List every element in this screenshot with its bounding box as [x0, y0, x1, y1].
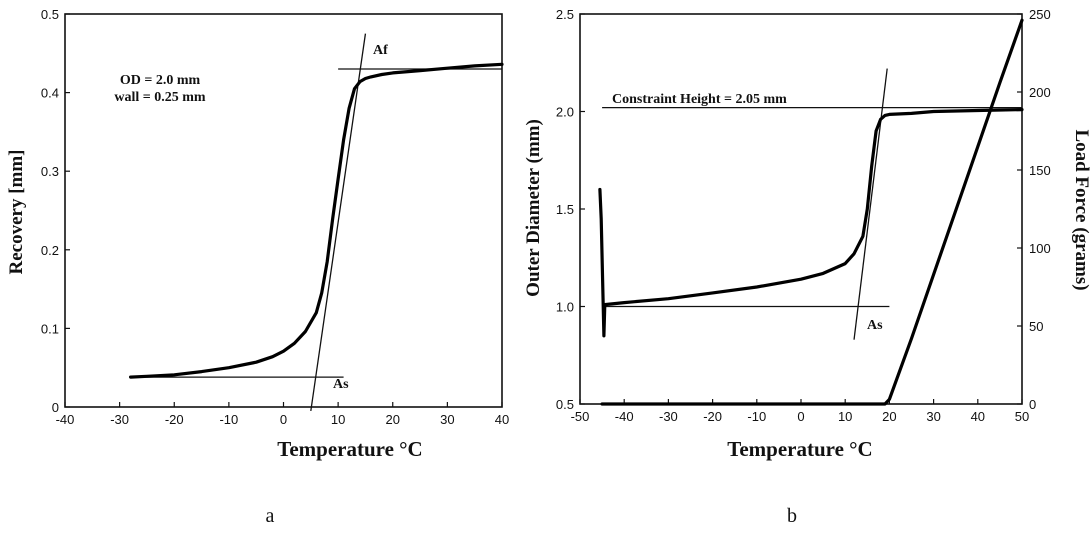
- chart-a-reference-line: [310, 33, 367, 412]
- chart-b-x-tick-label: 50: [1015, 409, 1029, 424]
- chart-b-y-tick-label: 1.5: [556, 202, 574, 217]
- chart-b-reference-line: [853, 68, 888, 340]
- chart-a-y-axis-label: Recovery [mm]: [6, 149, 27, 274]
- chart-a-x-ticks: -40 -30 -20 -10 0 10 20 30 40: [56, 402, 509, 427]
- chart-a-x-tick-label: 0: [280, 412, 287, 427]
- chart-b-x-tick-label: -30: [659, 409, 678, 424]
- chart-b-x-tick-label: 20: [882, 409, 896, 424]
- chart-b-y-tick-label: 0.5: [556, 397, 574, 412]
- chart-b-right-y-ticks: 0 50 100 150 200 250: [1017, 7, 1051, 412]
- chart-b-x-tick-label: -20: [703, 409, 722, 424]
- chart-a-x-tick-label: -10: [219, 412, 238, 427]
- chart-a-y-tick-label: 0.4: [41, 86, 59, 101]
- chart-a-x-tick-label: 30: [440, 412, 454, 427]
- chart-b-y-ticks: 0.5 1.0 1.5 2.0 2.5: [556, 7, 585, 412]
- chart-b-right-y-tick-label: 250: [1029, 7, 1051, 22]
- chart-a-panel-label: a: [266, 505, 275, 527]
- chart-b-x-tick-label: -50: [571, 409, 590, 424]
- chart-b-right-y-tick-label: 50: [1029, 319, 1043, 334]
- chart-b-right-y-tick-label: 150: [1029, 163, 1051, 178]
- chart-b-reference-lines: [602, 68, 1022, 340]
- chart-b-x-tick-label: 10: [838, 409, 852, 424]
- chart-a-x-tick-label: 40: [495, 412, 509, 427]
- chart-a-annotation-od: OD = 2.0 mm: [120, 73, 201, 88]
- chart-b-x-ticks: -50 -40 -30 -20 -10 0 10 20 30 40 50: [571, 399, 1029, 424]
- chart-b-right-y-tick-label: 100: [1029, 241, 1051, 256]
- chart-a-y-tick-label: 0.1: [41, 321, 59, 336]
- chart-a-annotation-af: Af: [373, 43, 388, 58]
- chart-b-x-tick-label: -10: [747, 409, 766, 424]
- chart-a-y-ticks: 0 0.1 0.2 0.3 0.4 0.5: [41, 7, 70, 415]
- chart-b-annotation-as: As: [867, 318, 883, 333]
- chart-b-panel-label: b: [787, 505, 797, 527]
- chart-b-x-tick-label: 0: [797, 409, 804, 424]
- chart-a-y-tick-label: 0: [52, 400, 59, 415]
- chart-b-y-tick-label: 2.0: [556, 105, 574, 120]
- chart-a-x-tick-label: -30: [110, 412, 129, 427]
- chart-a-x-axis-label: Temperature °C: [277, 437, 422, 461]
- chart-a-y-tick-label: 0.5: [41, 7, 59, 22]
- chart-b-annotation-constraint: Constraint Height = 2.05 mm: [612, 92, 787, 107]
- chart-a-x-tick-label: -40: [56, 412, 75, 427]
- chart-b-y-tick-label: 1.0: [556, 300, 574, 315]
- chart-b-x-axis-label: Temperature °C: [727, 437, 872, 461]
- chart-b-right-y-axis-label: Load Force (grams): [1071, 129, 1092, 290]
- chart-b: -50 -40 -30 -20 -10 0 10 20 30 40 50 0.5 1.0 1.5 2.0 2…: [523, 7, 1092, 527]
- chart-b-series-load-force: [600, 18, 1024, 406]
- chart-b-right-y-tick-label: 200: [1029, 85, 1051, 100]
- chart-a-x-tick-label: 20: [386, 412, 400, 427]
- chart-a-annotation-as: As: [333, 377, 349, 392]
- chart-b-y-axis-label: Outer Diameter (mm): [523, 119, 544, 297]
- chart-b-right-y-tick-label: 0: [1029, 397, 1036, 412]
- chart-a-y-tick-label: 0.3: [41, 164, 59, 179]
- chart-b-y-tick-label: 2.5: [556, 7, 574, 22]
- chart-a-y-tick-label: 0.2: [41, 243, 59, 258]
- chart-a-x-tick-label: 10: [331, 412, 345, 427]
- chart-a: -40 -30 -20 -10 0 10 20 30 40 0 0.1 0.2 0.3 0.4 0.5 T…: [6, 7, 509, 527]
- chart-b-x-tick-label: 40: [971, 409, 985, 424]
- chart-a-series-line: [129, 62, 504, 379]
- chart-b-series-outer-diameter: [598, 108, 1024, 338]
- chart-b-x-tick-label: -40: [615, 409, 634, 424]
- chart-a-annotation-wall: wall = 0.25 mm: [114, 90, 206, 105]
- chart-b-x-tick-label: 30: [926, 409, 940, 424]
- chart-a-x-tick-label: -20: [165, 412, 184, 427]
